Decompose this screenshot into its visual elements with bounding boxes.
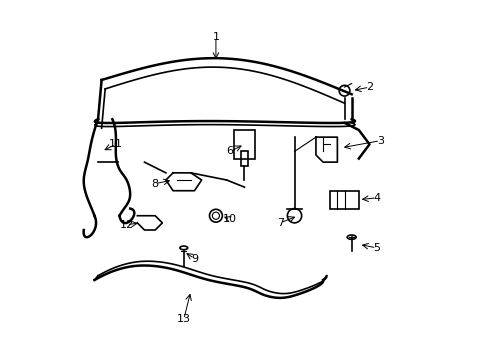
Text: 4: 4	[372, 193, 380, 203]
Bar	[233, 130, 255, 158]
Text: 2: 2	[365, 82, 372, 92]
Text: 9: 9	[190, 253, 198, 264]
Text: 5: 5	[372, 243, 379, 253]
Text: 13: 13	[176, 314, 190, 324]
Text: 8: 8	[151, 179, 159, 189]
Text: 12: 12	[119, 220, 133, 230]
Text: 6: 6	[226, 147, 233, 157]
Text: 3: 3	[376, 136, 383, 146]
Bar	[241, 152, 247, 166]
Text: 11: 11	[109, 139, 122, 149]
Text: 10: 10	[223, 214, 237, 224]
Text: 1: 1	[212, 32, 219, 42]
Bar	[329, 191, 358, 208]
Text: 7: 7	[276, 218, 283, 228]
